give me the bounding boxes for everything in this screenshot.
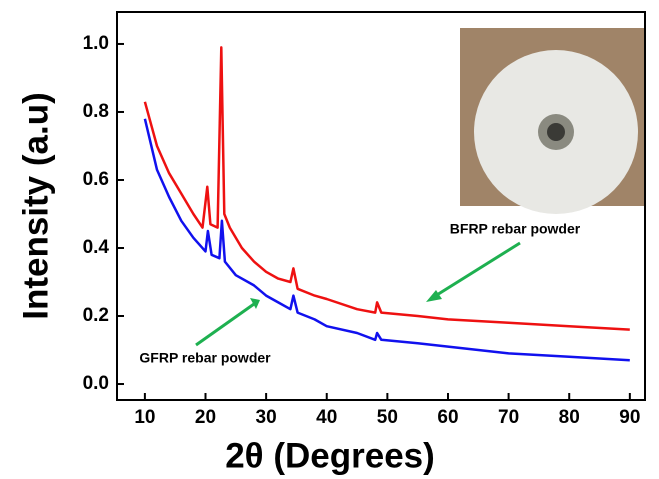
x-tick-label: 90 — [619, 407, 640, 428]
arrow — [431, 241, 521, 300]
x-tick-label: 80 — [559, 407, 580, 428]
x-tick-label: 20 — [195, 407, 216, 428]
y-tick-label: 1.0 — [83, 33, 109, 54]
x-tick-label: 70 — [498, 407, 519, 428]
y-tick-label: 0.6 — [83, 169, 109, 190]
x-tick-label: 50 — [377, 407, 398, 428]
series-line — [143, 46, 630, 331]
y-tick-label: 0.4 — [83, 237, 110, 258]
y-tick-label: 0.8 — [83, 101, 109, 122]
inset-photo — [460, 28, 644, 214]
arrow-head — [250, 298, 260, 309]
plot-frame — [116, 11, 646, 401]
y-axis-label: Intensity (a.u) — [16, 92, 55, 320]
annotation: GFRP rebar powder — [139, 350, 271, 366]
disc-hole-center — [547, 123, 565, 141]
x-axis-label: 2θ (Degrees) — [225, 436, 435, 475]
y-tick-label: 0.0 — [83, 373, 109, 394]
x-tick-label: 60 — [437, 407, 458, 428]
x-tick-label: 40 — [316, 407, 337, 428]
y-tick-label: 0.2 — [83, 305, 109, 326]
arrow-head — [426, 290, 442, 302]
x-tick-label: 10 — [134, 407, 155, 428]
series-line — [143, 118, 630, 362]
x-tick-label: 30 — [256, 407, 277, 428]
annotation: BFRP rebar powder — [450, 221, 581, 237]
arrow — [195, 302, 255, 347]
